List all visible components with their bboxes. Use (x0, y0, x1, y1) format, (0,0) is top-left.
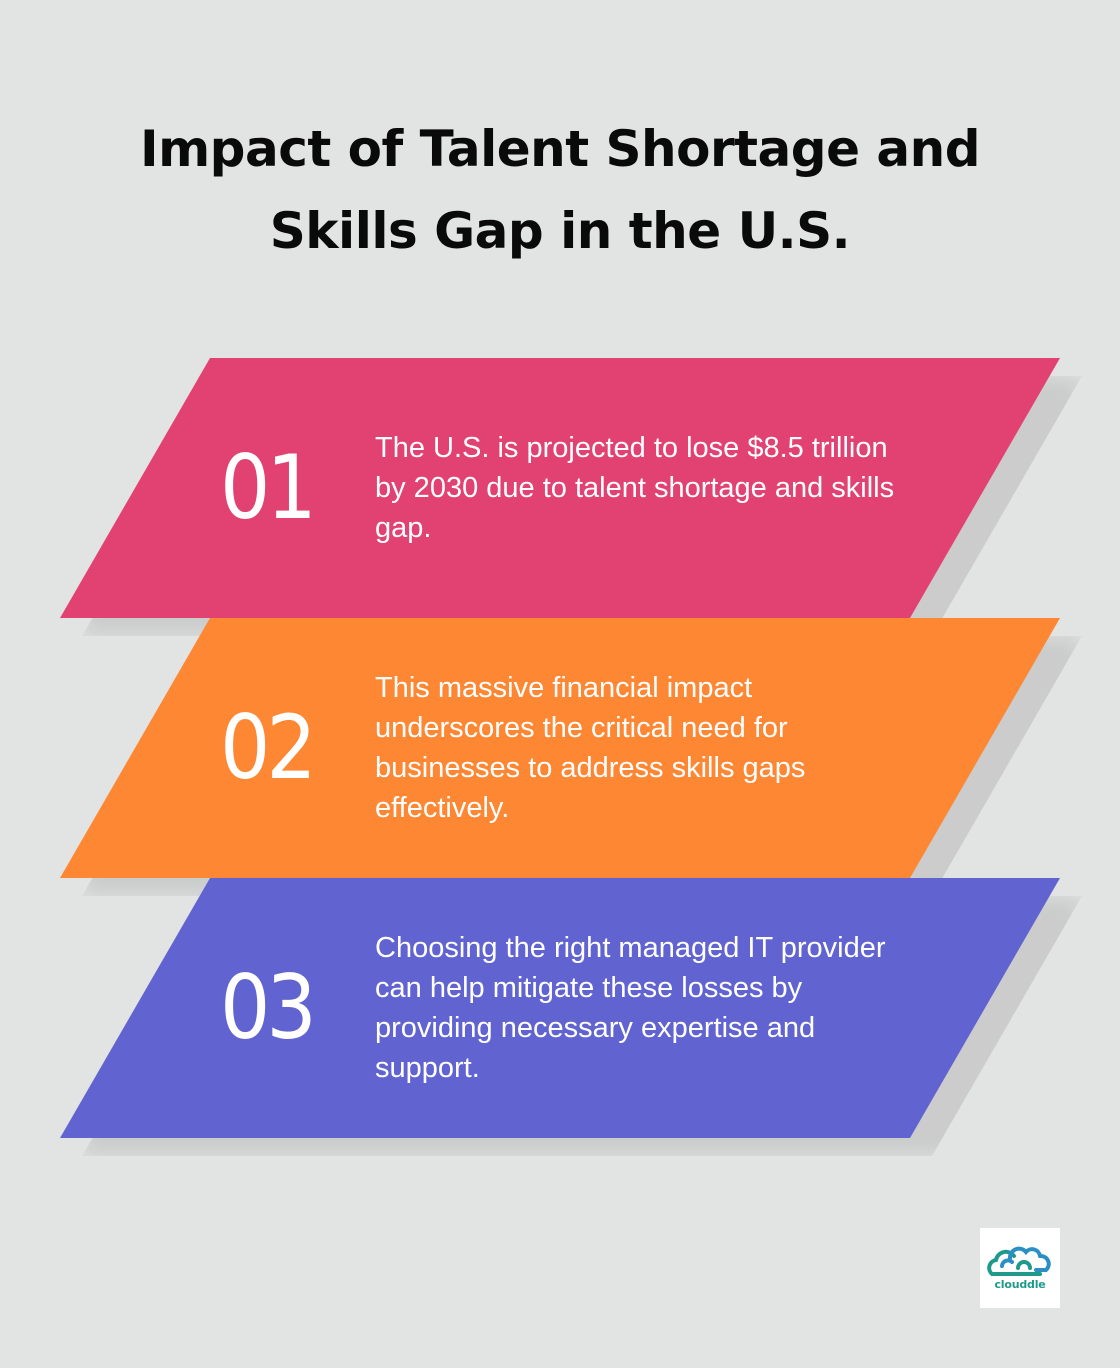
cloud-logo-icon (987, 1246, 1051, 1276)
step-number-3: 03 (220, 956, 317, 1059)
step-banner-2 (60, 618, 1060, 878)
step-number-1: 01 (220, 436, 317, 539)
step-number-2: 02 (220, 696, 317, 799)
step-description-1: The U.S. is projected to lose $8.5 trill… (375, 432, 895, 544)
step-item-3: 03 Choosing the right managed IT provide… (60, 878, 1082, 1156)
logo-text: clouddle (994, 1278, 1046, 1291)
step-banner-3 (60, 878, 1060, 1138)
step-description-2: This massive financial impact underscore… (375, 672, 806, 824)
page-title: Impact of Talent Shortage and Skills Gap… (0, 108, 1120, 272)
step-description-3: Choosing the right managed IT provider c… (375, 932, 886, 1084)
title-line-2: Skills Gap in the U.S. (269, 202, 851, 260)
step-banner-1 (60, 358, 1060, 618)
step-item-2: 02 This massive financial impact undersc… (60, 618, 1082, 896)
step-text-1: The U.S. is projected to lose $8.5 trill… (375, 358, 915, 618)
step-text-2: This massive financial impact underscore… (375, 618, 915, 878)
step-item-1: 01 The U.S. is projected to lose $8.5 tr… (60, 358, 1082, 636)
brand-logo: clouddle (980, 1228, 1060, 1308)
title-line-1: Impact of Talent Shortage and (139, 120, 981, 178)
step-text-3: Choosing the right managed IT provider c… (375, 878, 915, 1138)
